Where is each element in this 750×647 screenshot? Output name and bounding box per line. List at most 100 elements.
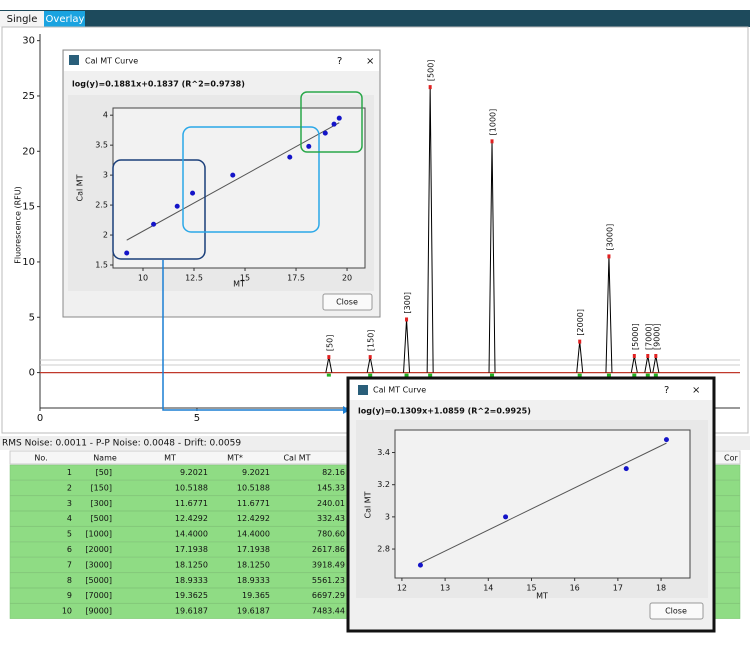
table-cell: 3 (67, 499, 72, 508)
x-tick-label: 15 (526, 584, 536, 593)
point (503, 514, 509, 520)
help-button[interactable]: ? (664, 385, 669, 396)
peak-label: [50] (325, 335, 334, 351)
y-tick-label: 25 (22, 91, 35, 102)
point (336, 115, 342, 121)
tab[interactable] (44, 11, 85, 27)
table-cell: 10.5188 (237, 483, 270, 492)
close-button-label[interactable]: Close (336, 298, 358, 307)
x-tick-label: 15 (240, 274, 250, 283)
table-cell: 10.5188 (175, 483, 208, 492)
table-cell: 11.6771 (175, 499, 208, 508)
table-cell: 780.60 (317, 530, 345, 539)
y-tick-label: 2.5 (95, 201, 108, 210)
table-cell: [50] (96, 468, 112, 477)
table-cell: 19.3625 (175, 591, 208, 600)
table-cell: 145.33 (317, 483, 345, 492)
table-cell: 8 (67, 576, 72, 585)
table-cell: 11.6771 (237, 499, 270, 508)
table-cell: 18.9333 (175, 576, 208, 585)
x-tick-label: 20 (342, 274, 352, 283)
table-cell: 14.4000 (237, 530, 270, 539)
dialog: Cal MT Curve ? × log(y)=0.1881x+0.1837 (… (62, 49, 381, 318)
table-cell: 17.1938 (175, 545, 208, 554)
equation: log(y)=0.1309x+1.0859 (R^2=0.9925) (358, 407, 531, 416)
equation: log(y)=0.1881x+0.1837 (R^2=0.9738) (72, 80, 245, 89)
table-cell: [500] (90, 514, 112, 523)
fit-line (126, 122, 340, 241)
column-header: Name (93, 454, 117, 463)
table-cell: 3918.49 (312, 560, 345, 569)
x-tick-label: 17 (613, 584, 623, 593)
column-header: MT* (227, 454, 243, 463)
close-button[interactable] (322, 293, 373, 311)
tab-label[interactable]: Single (7, 14, 38, 25)
close-icon[interactable]: × (692, 385, 700, 396)
close-button[interactable] (649, 602, 704, 620)
y-tick-label: 4 (103, 111, 108, 120)
app-icon (69, 55, 79, 65)
dialog: Cal MT Curve ? × log(y)=0.1309x+1.0859 (… (346, 376, 716, 633)
point (663, 437, 669, 443)
peak-base-marker (577, 373, 582, 377)
peak-label: [3000] (605, 224, 614, 251)
peak-label: [150] (367, 330, 376, 352)
column-header: MT (164, 454, 176, 463)
peak-marker (327, 355, 331, 360)
y-tick-label: 3 (103, 171, 108, 180)
tab-label[interactable]: Overlay (46, 14, 85, 25)
table-cell: [150] (90, 483, 112, 492)
point (230, 172, 236, 178)
peak-base-marker (645, 373, 650, 377)
point (322, 130, 328, 136)
y-tick-label: 30 (22, 36, 35, 47)
table-cell: 7 (67, 560, 72, 569)
peak-base-marker (606, 373, 611, 377)
table-cell: 332.43 (317, 514, 345, 523)
point (190, 190, 196, 196)
tab-strip (0, 10, 750, 27)
table-cell: 6697.29 (312, 591, 345, 600)
x-tick-label: 12 (397, 584, 407, 593)
table-cell: 9 (67, 591, 72, 600)
table-cell: 240.01 (317, 499, 345, 508)
table-cell: 19.365 (242, 591, 270, 600)
title-bar (64, 51, 379, 71)
table-cell: [2000] (85, 545, 112, 554)
table-cell: [300] (90, 499, 112, 508)
table-cell: 82.16 (322, 468, 345, 477)
table-cell: [3000] (85, 560, 112, 569)
peak-marker (654, 353, 658, 358)
close-icon[interactable]: × (366, 56, 374, 67)
peak-label: [7000] (644, 323, 653, 350)
peak-base-marker (368, 373, 373, 377)
y-axis-label: Fluorescence (RFU) (14, 186, 23, 264)
close-button-label[interactable]: Close (665, 607, 687, 616)
peak-label: [1000] (489, 109, 498, 136)
point (287, 154, 293, 160)
peak-marker (490, 139, 494, 144)
table-cell: 6 (67, 545, 72, 554)
highlight-box (300, 91, 363, 153)
y-axis-label: Cal MT (76, 174, 85, 201)
tab[interactable] (0, 11, 44, 27)
point (174, 203, 180, 209)
x-tick-label: 0 (37, 413, 43, 424)
table-cell: 10 (62, 607, 72, 616)
table-cell: 4 (67, 514, 72, 523)
y-tick-label: 1.5 (95, 261, 108, 270)
table-cell: 2617.86 (312, 545, 345, 554)
x-tick-label: 16 (570, 584, 580, 593)
highlight-box (182, 126, 320, 233)
peak-marker (578, 339, 582, 344)
point (623, 466, 629, 472)
table-cell: 5561.23 (312, 576, 345, 585)
y-tick-label: 3.4 (377, 448, 390, 457)
help-button[interactable]: ? (337, 56, 342, 67)
x-tick-label: 12.5 (185, 274, 203, 283)
peak-base-marker (490, 373, 495, 377)
peak-marker (428, 85, 432, 90)
x-axis-label: MT (536, 592, 548, 601)
point (306, 143, 312, 149)
